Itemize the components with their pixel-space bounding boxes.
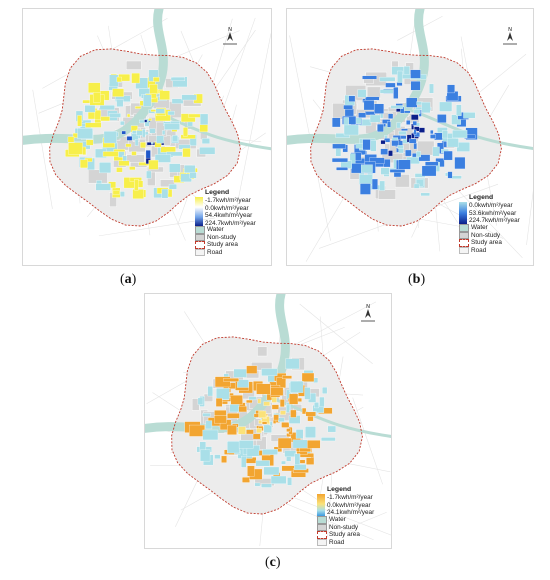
north-arrow-icon: N xyxy=(219,25,241,47)
legend-item-non-study: Non-study xyxy=(329,523,359,531)
map-panel-b: N Legend 0.0kwh/m²/year 53.6kwh/m²/year … xyxy=(286,8,534,266)
legend-item-study-area: Study area xyxy=(207,241,238,249)
legend-ramp-label: 54.4kwh/m²/year xyxy=(205,212,253,220)
caption-c: (c) xyxy=(265,555,281,570)
map-panel-c: N Legend -1.7kwh/m²/year 0.0kwh/m²/year … xyxy=(144,293,392,549)
legend-item-road: Road xyxy=(207,248,223,256)
color-ramp-b xyxy=(459,202,467,225)
north-arrow-icon: N xyxy=(499,25,521,47)
legend-item-water: Water xyxy=(207,226,224,234)
legend-item-water: Water xyxy=(329,516,346,524)
map-b-svg xyxy=(287,9,533,262)
legend-b: Legend 0.0kwh/m²/year 53.6kwh/m²/year 22… xyxy=(459,194,520,255)
legend-ramp-label: 224.7kwh/m²/year xyxy=(205,219,256,227)
legend-title: Legend xyxy=(469,194,494,201)
legend-item-road: Road xyxy=(471,246,487,254)
legend-ramp-label: 0.0kwh/m²/year xyxy=(327,501,371,509)
legend-c: Legend -1.7kwh/m²/year 0.0kwh/m²/year 24… xyxy=(317,486,375,547)
caption-b: (b) xyxy=(408,272,426,287)
legend-item-water: Water xyxy=(471,224,488,232)
legend-ramp-label: 53.6kwh/m²/year xyxy=(469,209,517,217)
color-ramp-c xyxy=(317,494,325,517)
map-panel-a: N Legend -1.7kwh/m²/year 0.0kwh/m²/year … xyxy=(22,8,272,266)
legend-ramp-label: 24.1kwh/m²/year xyxy=(327,509,375,517)
legend-ramp-label: 0.0kwh/m²/year xyxy=(205,204,249,212)
legend-ramp-label: -1.7kwh/m²/year xyxy=(205,197,251,205)
caption-a: (a) xyxy=(120,272,137,287)
legend-item-non-study: Non-study xyxy=(471,231,501,239)
legend-item-study-area: Study area xyxy=(329,531,360,539)
legend-title: Legend xyxy=(205,189,230,196)
legend-ramp-label: -1.7kwh/m²/year xyxy=(327,494,373,502)
legend-item-road: Road xyxy=(329,538,345,546)
legend-ramp-label: 0.0kwh/m²/year xyxy=(469,202,513,210)
north-arrow-icon: N xyxy=(357,302,379,324)
north-label: N xyxy=(508,27,512,33)
legend-ramp-label: 224.7kwh/m²/year xyxy=(469,217,520,225)
legend-item-study-area: Study area xyxy=(471,239,502,247)
map-c-svg xyxy=(145,294,391,547)
legend-a: Legend -1.7kwh/m²/year 0.0kwh/m²/year 54… xyxy=(195,189,256,257)
legend-item-non-study: Non-study xyxy=(207,233,237,241)
color-ramp-a xyxy=(195,197,203,227)
map-a-svg xyxy=(23,9,271,241)
legend-title: Legend xyxy=(327,486,352,493)
north-label: N xyxy=(366,304,370,310)
north-label: N xyxy=(228,27,232,33)
